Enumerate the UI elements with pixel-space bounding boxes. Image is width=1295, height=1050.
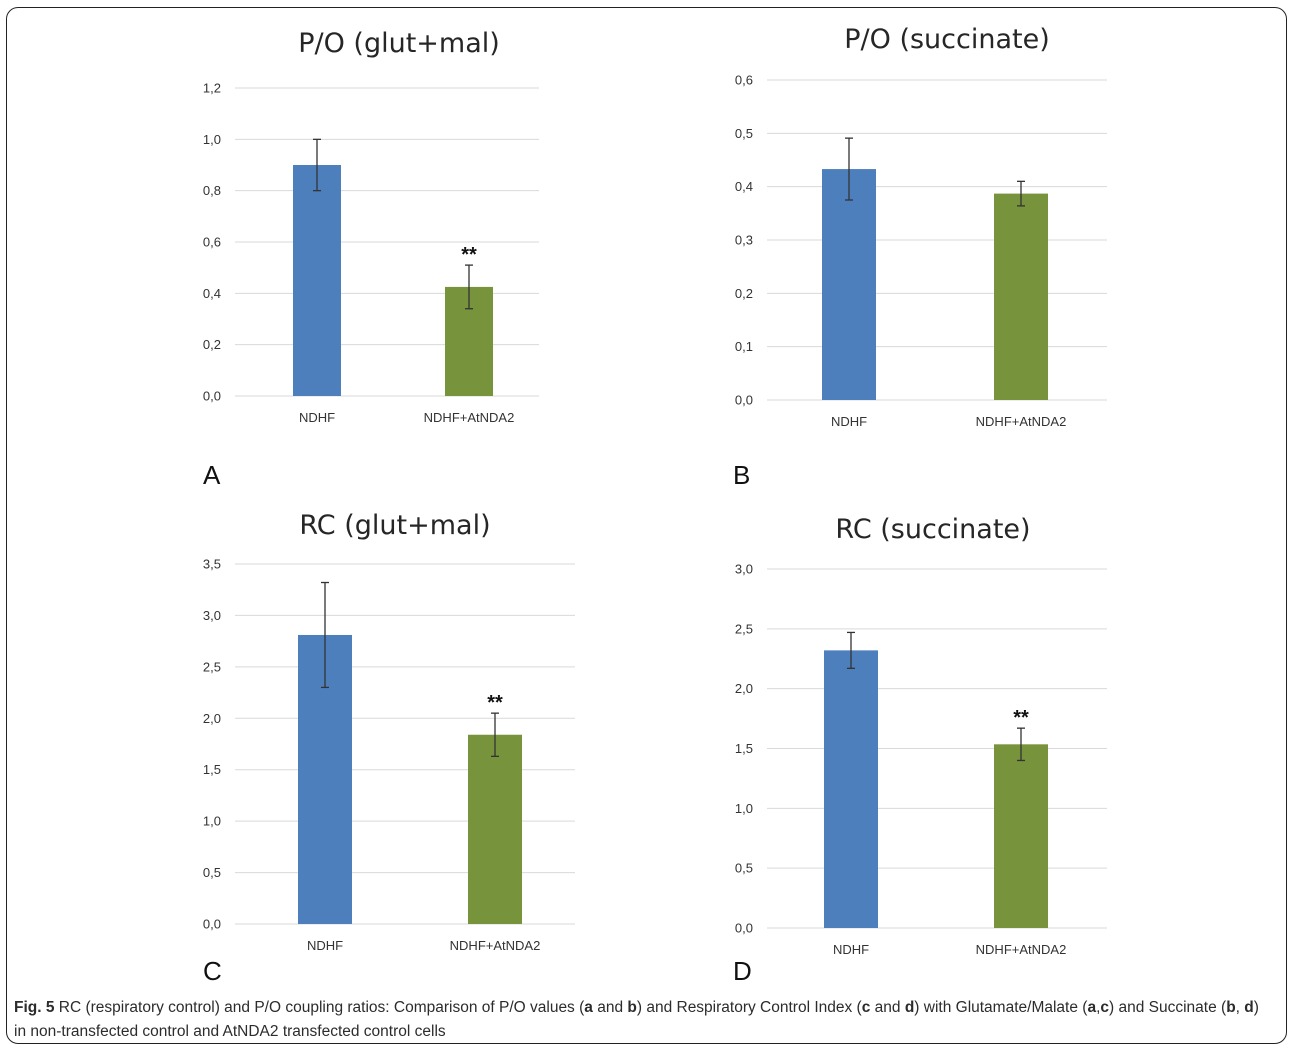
x-category-label: NDHF+AtNDA2 [424,410,515,425]
caption-panel-ref: a [1087,999,1097,1016]
y-tick-label: 3,5 [203,557,221,572]
significance-marker: ** [461,244,477,266]
chart-title: P/O (succinate) [844,24,1050,55]
caption-segment: and [870,999,905,1016]
figure-frame: P/O (glut+mal) 0,0 0,2 0,4 0,6 0,8 1,0 1,2 NDHF *… [6,7,1287,1044]
y-tick-label: 1,5 [735,741,753,756]
y-tick-label: 1,5 [203,762,221,777]
y-tick-label: 0,2 [203,337,221,352]
caption-panel-ref: b [1226,999,1236,1016]
caption-segment: and [592,999,628,1016]
caption-panel-ref: d [904,999,915,1016]
y-tick-label: 0,5 [735,861,753,876]
y-tick-label: 0,8 [203,183,221,198]
y-tick-label: 1,0 [203,132,221,147]
x-category-label: NDHF [299,410,335,425]
bar-ndhf [293,165,341,396]
caption-segment: ) and Succinate ( [1109,999,1227,1016]
x-category-label: NDHF+AtNDA2 [450,938,541,953]
y-tick-label: 0,0 [735,393,753,408]
figure-caption: Fig. 5 RC (respiratory control) and P/O … [14,996,1274,1044]
chart-panel-d: RC (succinate) 0,0 0,5 1,0 1,5 2,0 2,5 3,0 NDHF *… [735,514,1107,957]
y-tick-label: 0,5 [735,126,753,141]
figure-label: Fig. 5 [14,999,55,1016]
y-tick-label: 1,0 [735,801,753,816]
y-tick-label: 0,0 [203,389,221,404]
caption-panel-ref: c [861,999,871,1016]
x-category-label: NDHF+AtNDA2 [976,942,1067,957]
significance-marker: ** [487,692,503,714]
panel-letter-d: D [733,956,752,986]
y-tick-label: 0,0 [735,921,753,936]
caption-panel-ref: a [584,999,593,1016]
y-tick-label: 2,5 [735,621,753,636]
significance-marker: ** [1013,707,1029,729]
y-tick-label: 0,0 [203,917,221,932]
y-tick-label: 0,4 [203,286,221,301]
y-tick-label: 0,6 [735,73,753,88]
y-tick-label: 0,4 [735,179,753,194]
chart-title: RC (succinate) [835,514,1030,545]
bar-ndhf-atnda2 [994,193,1048,400]
y-tick-label: 2,0 [735,681,753,696]
caption-segment: , [1096,999,1101,1016]
bar-ndhf [822,169,876,400]
x-category-label: NDHF [831,414,867,429]
bar-ndhf-atnda2 [468,734,522,924]
y-tick-label: 3,0 [203,608,221,623]
bar-ndhf-atnda2 [994,744,1048,928]
bar-ndhf [824,650,878,928]
y-tick-label: 2,5 [203,659,221,674]
caption-segment: ) with Glutamate/Malate ( [914,999,1088,1016]
y-tick-label: 1,2 [203,81,221,96]
caption-segment: , [1235,999,1245,1016]
caption-panel-ref: c [1100,999,1110,1016]
caption-segment: ) and Respiratory Control Index ( [636,999,862,1016]
y-tick-label: 0,3 [735,233,753,248]
chart-panel-b: P/O (succinate) 0,0 0,1 0,2 0,3 0,4 0,5 0,6 NDHF… [735,24,1107,429]
panel-letter-b: B [733,460,751,490]
chart-panel-c: RC (glut+mal) 0,0 0,5 1,0 1,5 2,0 2,5 3,0 3,5 NDH… [203,510,575,953]
y-tick-label: 0,5 [203,865,221,880]
caption-panel-ref: d [1244,999,1254,1016]
y-tick-label: 3,0 [735,562,753,577]
caption-panel-ref: b [627,999,637,1016]
y-tick-label: 0,1 [735,339,753,354]
x-category-label: NDHF+AtNDA2 [976,414,1067,429]
x-category-label: NDHF [833,942,869,957]
y-tick-label: 2,0 [203,711,221,726]
panel-letter-c: C [203,956,222,986]
y-tick-label: 0,2 [735,286,753,301]
caption-segment: RC (respiratory control) and P/O couplin… [54,999,585,1016]
caption-text: RC (respiratory control) and P/O couplin… [14,999,1259,1040]
y-tick-label: 0,6 [203,235,221,250]
x-category-label: NDHF [307,938,343,953]
chart-title: P/O (glut+mal) [298,28,500,59]
y-tick-label: 1,0 [203,814,221,829]
panel-letter-a: A [203,460,221,490]
chart-title: RC (glut+mal) [299,510,490,541]
chart-panel-a: P/O (glut+mal) 0,0 0,2 0,4 0,6 0,8 1,0 1,2 NDHF *… [203,28,539,425]
caption-segment: ) in non-transfected control and AtNDA2 … [14,999,1259,1040]
